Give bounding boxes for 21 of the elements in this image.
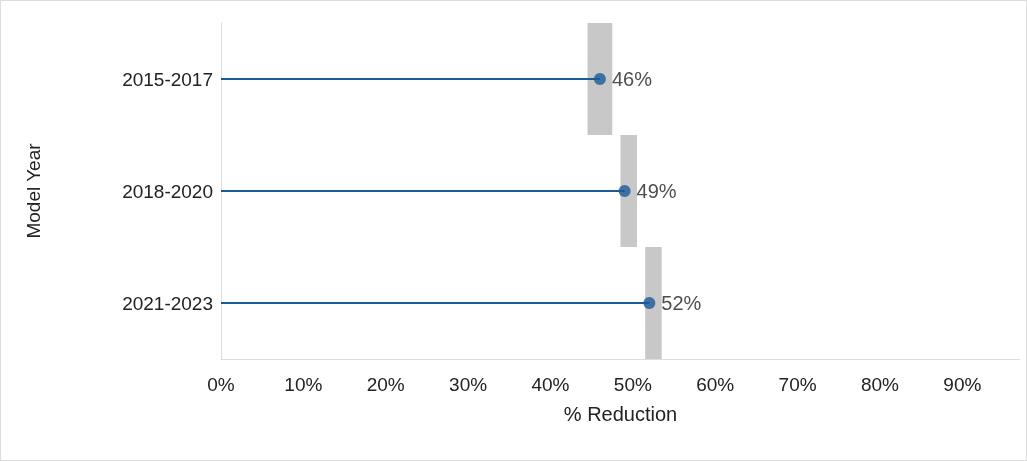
y-tick-label: 2021-2023 xyxy=(122,292,213,314)
x-axis-title: % Reduction xyxy=(563,403,678,425)
x-tick-label: 40% xyxy=(531,374,570,395)
x-tick-label: 10% xyxy=(284,374,323,395)
x-tick-label: 50% xyxy=(613,374,652,395)
data-label: 46% xyxy=(611,68,653,90)
y-tick-label: 2018-2020 xyxy=(122,180,213,202)
y-axis-title: Model Year xyxy=(23,142,44,239)
x-tick-label: 90% xyxy=(943,374,982,395)
x-tick-label: 20% xyxy=(366,374,405,395)
bar xyxy=(645,247,662,359)
x-tick-label: 0% xyxy=(207,374,235,395)
bar xyxy=(620,135,637,247)
x-tick-label: 30% xyxy=(449,374,488,395)
x-tick-label: 70% xyxy=(778,374,817,395)
x-tick-label: 60% xyxy=(696,374,735,395)
y-tick-label: 2015-2017 xyxy=(122,68,213,90)
x-tick-label: 80% xyxy=(860,374,900,395)
bar xyxy=(587,23,613,135)
data-label: 52% xyxy=(661,292,702,314)
data-label: 49% xyxy=(636,180,677,202)
